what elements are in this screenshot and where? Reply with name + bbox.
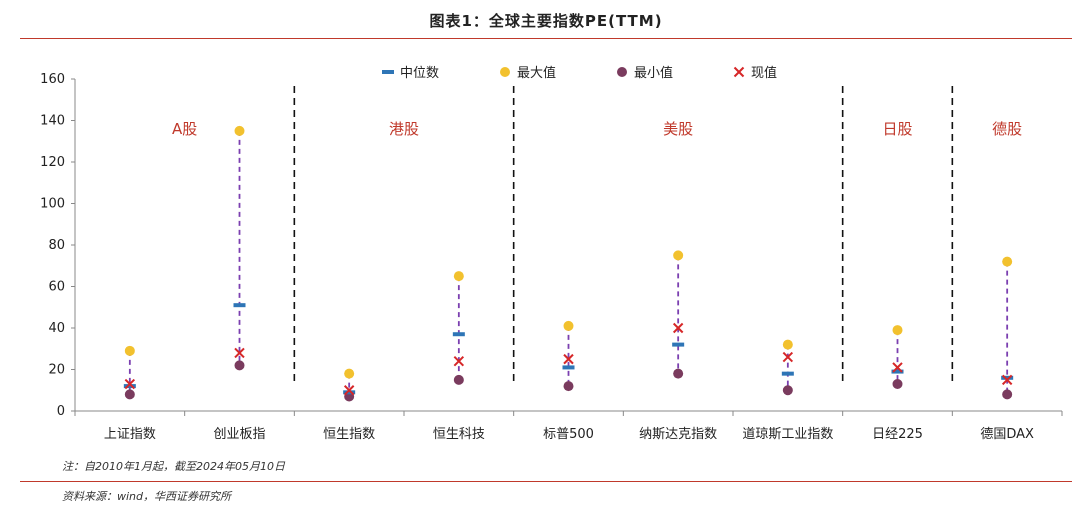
max-point [892, 325, 903, 336]
median-mark [343, 390, 356, 395]
max-point [234, 125, 245, 136]
current-mark-stroke [234, 347, 245, 359]
bottom-rule [20, 481, 1072, 482]
min-point [782, 385, 793, 396]
min-point [234, 360, 245, 371]
current-mark [1001, 374, 1013, 386]
min-point [563, 381, 574, 392]
legend-marker [382, 70, 394, 74]
axes [71, 78, 1063, 416]
legend-label: 现值 [751, 65, 777, 81]
legend-label: 最大值 [517, 65, 556, 81]
max-point [673, 250, 684, 261]
current-mark-stroke [1001, 374, 1013, 386]
region-label: A股 [172, 120, 197, 138]
region-label: 德股 [992, 120, 1022, 138]
current-mark [343, 385, 355, 396]
current-mark [563, 353, 574, 365]
y-tick-label: 160 [40, 72, 65, 87]
region-label: 日股 [882, 120, 912, 138]
median-mark [891, 369, 904, 374]
min-point [673, 368, 684, 379]
x-tick-label: 恒生指数 [323, 427, 375, 442]
current-mark [453, 355, 465, 367]
min-point [1002, 389, 1013, 400]
median-mark [562, 365, 575, 370]
current-mark-stroke [563, 353, 574, 365]
legend-marker [617, 67, 627, 77]
region-label: 美股 [663, 120, 693, 138]
chart-title: 图表1：全球主要指数PE(TTM) [429, 12, 663, 30]
current-mark-stroke [672, 322, 684, 334]
max-point [782, 339, 793, 350]
region-labels: A股 港股 美股 日股 德股 [172, 120, 1022, 138]
current-mark-stroke [453, 355, 465, 367]
legend: 中位数 最大值 最小值 现值 [382, 65, 777, 81]
y-tick-label: 40 [48, 321, 65, 336]
legend-marker [733, 66, 745, 78]
current-mark [672, 322, 684, 334]
x-tick-label: 上证指数 [104, 427, 156, 442]
median-mark [781, 371, 794, 376]
current-mark [234, 347, 245, 359]
source-note: 资料来源：wind，华西证券研究所 [62, 490, 232, 503]
x-tick-label: 道琼斯工业指数 [742, 427, 833, 442]
x-tick-label: 日经225 [872, 427, 923, 442]
region-separators [293, 86, 954, 383]
y-tick-label: 120 [40, 155, 65, 170]
current-mark-stroke [782, 351, 794, 363]
max-point [344, 368, 355, 379]
y-tick-label: 20 [48, 363, 65, 378]
x-tick-label: 创业板指 [213, 427, 265, 442]
x-tick-label: 德国DAX [980, 427, 1034, 442]
y-tick-label: 60 [48, 280, 65, 295]
legend-marker-stroke [733, 66, 745, 78]
y-tick-label: 140 [40, 114, 65, 129]
median-mark [123, 384, 136, 389]
max-point [453, 271, 464, 282]
legend-label: 中位数 [400, 66, 439, 81]
min-point [892, 379, 903, 390]
y-tick-label: 80 [48, 238, 65, 253]
x-tick-label: 恒生科技 [433, 427, 485, 442]
current-mark-stroke [892, 362, 903, 373]
current-mark-stroke [343, 385, 355, 396]
data-marks [123, 125, 1014, 402]
min-point [124, 389, 135, 400]
x-tick-label: 标普500 [543, 427, 594, 442]
max-point [124, 345, 135, 356]
min-point [453, 374, 464, 385]
current-mark [124, 378, 136, 390]
median-mark [452, 332, 465, 337]
x-tick-label: 纳斯达克指数 [639, 427, 717, 442]
median-mark [233, 303, 246, 308]
current-mark [892, 362, 903, 373]
footnote: 注：自2010年1月起，截至2024年05月10日 [62, 460, 285, 473]
axis-labels: 0 20 40 60 80 100 120 140 160 上证指数 创业板指 恒生指数 恒生科技 标普5… [40, 72, 1034, 442]
y-tick-label: 0 [57, 404, 65, 419]
y-tick-label: 100 [40, 197, 65, 212]
current-mark-stroke [124, 378, 136, 390]
current-mark [782, 351, 794, 363]
max-point [1002, 256, 1013, 267]
legend-label: 最小值 [634, 65, 673, 81]
max-point [563, 320, 574, 331]
median-mark [672, 342, 685, 347]
median-mark [1001, 375, 1014, 380]
top-rule [20, 38, 1072, 39]
range-lines [128, 130, 1009, 397]
region-label: 港股 [389, 120, 419, 138]
legend-marker [500, 67, 510, 77]
